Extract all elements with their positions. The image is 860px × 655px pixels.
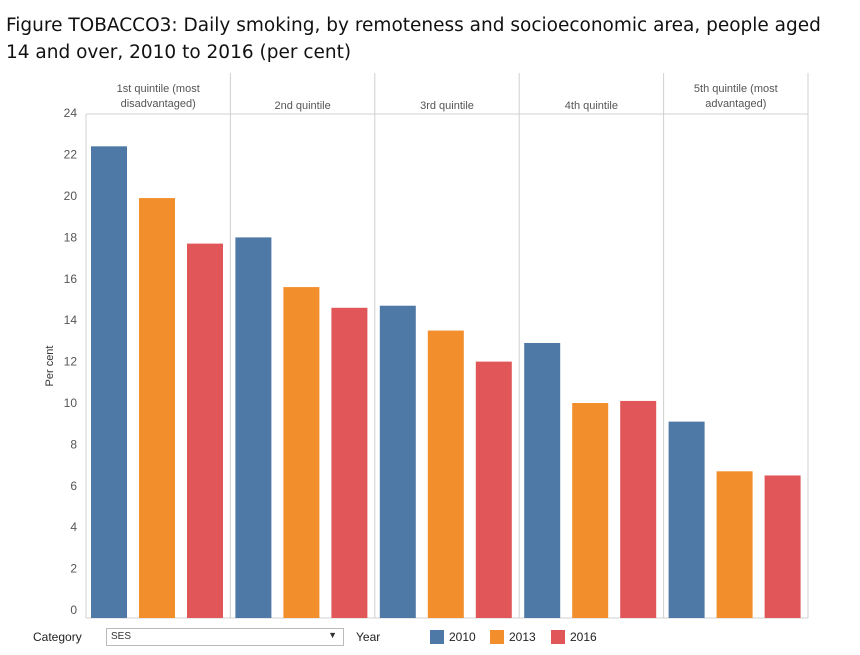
bar-2010-q3[interactable] xyxy=(379,305,416,618)
y-tick-label: 6 xyxy=(70,479,77,493)
category-header: 5th quintile (most advantaged) xyxy=(694,83,778,110)
bar-2016-q1[interactable] xyxy=(187,243,223,619)
y-tick-label: 24 xyxy=(64,106,78,120)
y-tick-label: 8 xyxy=(70,437,77,451)
bar-2010-q2[interactable] xyxy=(235,237,272,618)
category-header: 4th quintile xyxy=(565,100,618,112)
bar-2016-q5[interactable] xyxy=(764,475,801,618)
bar-2013-q5[interactable] xyxy=(716,471,753,618)
y-tick-label: 2 xyxy=(70,562,77,576)
y-tick-label: 4 xyxy=(70,520,77,534)
legend-swatch-2016 xyxy=(551,630,565,644)
bar-2010-q4[interactable] xyxy=(524,342,561,618)
legend-item-2010[interactable]: 2010 xyxy=(430,630,476,644)
category-header: 1st quintile (most disadvantaged) xyxy=(117,83,200,110)
bar-chart: 1st quintile (most disadvantaged) 2nd quin… xyxy=(44,73,809,619)
y-tick-label: 18 xyxy=(64,230,78,244)
y-tick-label: 0 xyxy=(70,603,77,617)
legend-label-2016: 2016 xyxy=(570,630,597,644)
y-tick-label: 10 xyxy=(64,396,78,410)
legend-item-2016[interactable]: 2016 xyxy=(551,630,597,644)
bar-2013-q1[interactable] xyxy=(139,198,175,618)
category-header: 2nd quintile xyxy=(274,100,330,112)
bar-2016-q2[interactable] xyxy=(331,307,368,618)
chevron-down-icon: ▼ xyxy=(328,630,337,640)
category-header: 3rd quintile xyxy=(420,100,474,112)
legend-label-2013: 2013 xyxy=(509,630,536,644)
y-tick-label: 16 xyxy=(64,272,78,286)
bar-2010-q1[interactable] xyxy=(91,146,127,618)
y-axis-label: Per cent xyxy=(44,346,56,387)
y-tick-label: 14 xyxy=(64,313,78,327)
category-select-value: SES xyxy=(111,631,132,642)
y-tick-label: 22 xyxy=(64,148,78,162)
bar-2016-q4[interactable] xyxy=(620,400,657,618)
bar-2010-q5[interactable] xyxy=(668,421,705,618)
bar-2013-q4[interactable] xyxy=(572,403,609,618)
category-label: Category xyxy=(33,630,82,644)
bar-2013-q3[interactable] xyxy=(427,330,464,618)
bar-2013-q2[interactable] xyxy=(283,287,320,618)
bar-2016-q3[interactable] xyxy=(475,361,512,618)
y-tick-label: 12 xyxy=(64,355,78,369)
y-tick-label: 20 xyxy=(64,189,78,203)
legend-item-2013[interactable]: 2013 xyxy=(490,630,536,644)
legend-swatch-2013 xyxy=(490,630,504,644)
legend-swatch-2010 xyxy=(430,630,444,644)
legend-label-2010: 2010 xyxy=(449,630,476,644)
category-select[interactable]: SES ▼ xyxy=(106,628,344,646)
chart-title: Figure TOBACCO3: Daily smoking, by remot… xyxy=(6,15,821,63)
year-label: Year xyxy=(356,630,381,644)
